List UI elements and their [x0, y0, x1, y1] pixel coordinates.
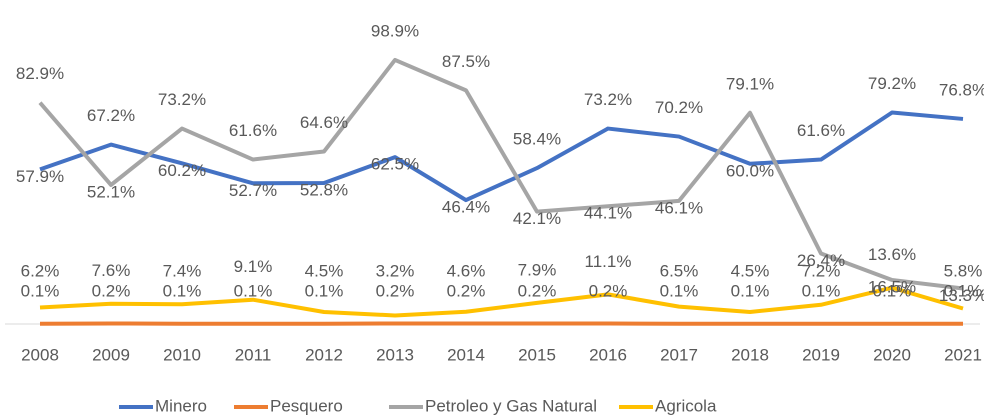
- data-label: 5.8%: [944, 261, 983, 280]
- data-label: 52.8%: [300, 181, 348, 200]
- data-label: 3.2%: [376, 261, 415, 280]
- x-tick-label: 2010: [163, 345, 201, 364]
- data-label: 11.1%: [585, 252, 632, 271]
- data-label: 42.1%: [513, 209, 561, 228]
- data-label: 64.6%: [300, 113, 348, 132]
- data-label: 62.5%: [371, 155, 419, 174]
- legend-label: Petroleo y Gas Natural: [425, 396, 597, 415]
- legend-label: Agricola: [655, 396, 717, 415]
- x-tick-label: 2013: [376, 345, 414, 364]
- data-label: 57.9%: [16, 167, 64, 186]
- x-tick-label: 2008: [21, 345, 59, 364]
- data-label: 73.2%: [158, 90, 206, 109]
- x-tick-label: 2015: [518, 345, 556, 364]
- data-label: 44.1%: [584, 204, 632, 223]
- data-label: 4.6%: [447, 261, 486, 280]
- data-label: 26.4%: [797, 251, 845, 270]
- series-line: [38, 57, 964, 291]
- series-line: [39, 285, 964, 318]
- data-label: 16.5%: [868, 277, 916, 296]
- x-tick-label: 2018: [731, 345, 769, 364]
- x-tick-label: 2020: [873, 345, 911, 364]
- data-label: 7.4%: [163, 261, 202, 280]
- data-label: 0.2%: [589, 281, 628, 300]
- data-label: 79.2%: [868, 74, 916, 93]
- series-line: [39, 110, 964, 203]
- data-label: 76.8%: [939, 80, 984, 99]
- data-label: 46.4%: [442, 198, 490, 217]
- data-label: 13.6%: [868, 245, 916, 264]
- data-label: 7.6%: [92, 261, 131, 280]
- data-label: 0.2%: [92, 281, 131, 300]
- data-label: 79.1%: [726, 74, 774, 93]
- data-label: 7.9%: [518, 260, 557, 279]
- data-label: 0.1%: [731, 281, 770, 300]
- x-tick-label: 2011: [235, 345, 272, 364]
- x-tick-label: 2014: [447, 345, 485, 364]
- data-label: 82.9%: [16, 64, 64, 83]
- x-tick-label: 2009: [92, 345, 130, 364]
- data-label: 70.2%: [655, 98, 703, 117]
- data-label: 46.1%: [655, 198, 703, 217]
- x-tick-label: 2012: [305, 345, 343, 364]
- data-label: 98.9%: [371, 21, 419, 40]
- x-tick-label: 2017: [660, 345, 698, 364]
- data-label: 61.6%: [229, 121, 277, 140]
- data-label: 13.3%: [939, 286, 984, 305]
- data-label: 0.2%: [518, 281, 557, 300]
- x-tick-label: 2019: [802, 345, 840, 364]
- data-label: 0.2%: [447, 281, 486, 300]
- data-label: 0.1%: [234, 281, 273, 300]
- data-label: 0.1%: [305, 281, 344, 300]
- legend-label: Pesquero: [270, 396, 343, 415]
- data-label: 60.2%: [158, 161, 206, 180]
- data-label: 0.1%: [21, 281, 60, 300]
- data-label: 0.1%: [873, 281, 912, 300]
- legend-label: Minero: [155, 396, 207, 415]
- data-label: 0.1%: [163, 281, 202, 300]
- data-label: 0.1%: [660, 281, 699, 300]
- data-label: 7.2%: [802, 261, 841, 280]
- data-label: 52.1%: [87, 182, 135, 201]
- data-label: 4.5%: [305, 261, 344, 280]
- data-label: 58.4%: [513, 130, 561, 149]
- data-label: 87.5%: [442, 52, 490, 71]
- data-label: 73.2%: [584, 90, 632, 109]
- data-label: 52.7%: [229, 181, 277, 200]
- data-label: 0.1%: [944, 281, 983, 300]
- data-label: 61.6%: [797, 121, 845, 140]
- data-label: 6.5%: [660, 261, 699, 280]
- x-tick-label: 2021: [944, 345, 982, 364]
- data-label: 0.2%: [376, 281, 415, 300]
- data-label: 6.2%: [21, 261, 60, 280]
- x-tick-label: 2016: [589, 345, 627, 364]
- data-label: 67.2%: [87, 106, 135, 125]
- data-label: 9.1%: [234, 257, 273, 276]
- data-label: 60.0%: [726, 161, 774, 180]
- data-label: 0.1%: [802, 281, 841, 300]
- data-label: 4.5%: [731, 261, 770, 280]
